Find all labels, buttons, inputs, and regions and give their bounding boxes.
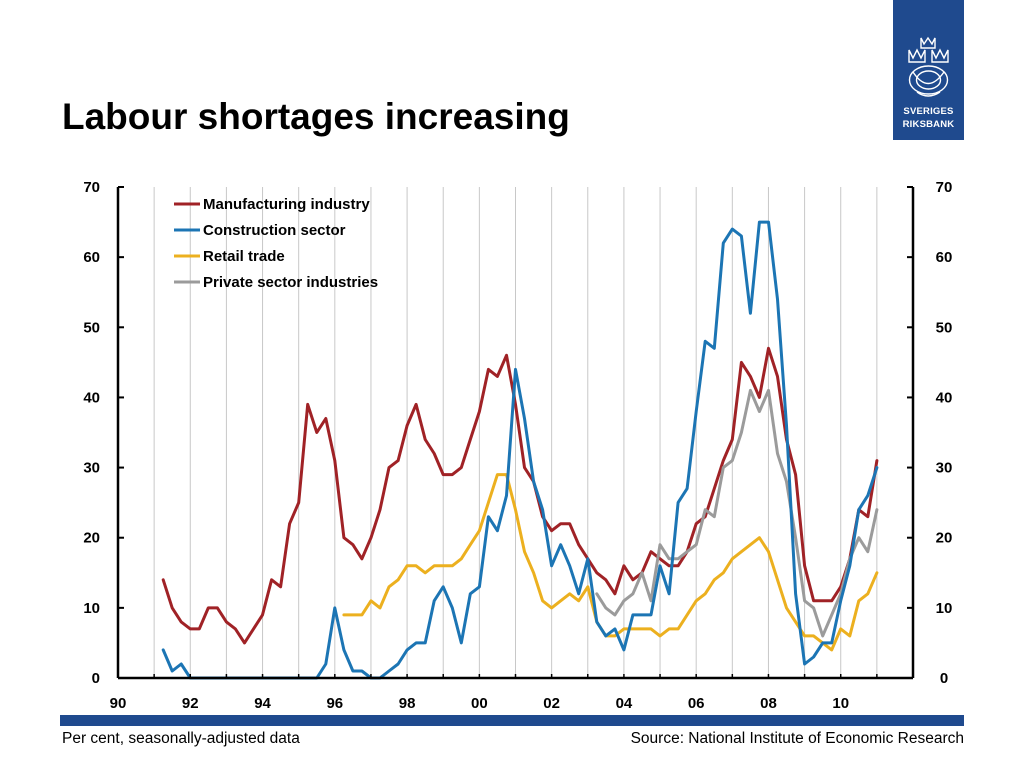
x-tick-label: 04 (616, 695, 633, 710)
x-tick-label: 08 (760, 695, 777, 710)
chart-legend: Manufacturing industry Construction secto… (174, 196, 378, 291)
logo-line-1: SVERIGES (903, 106, 954, 117)
series-line (595, 388, 879, 638)
footnote-units: Per cent, seasonally-adjusted data (62, 730, 300, 747)
logo-line-2: RIKSBANK (902, 119, 955, 130)
slide-title: Labour shortages increasing (62, 96, 570, 137)
y-tick-label-right: 50 (936, 319, 953, 336)
y-tick-label-left: 70 (83, 179, 100, 196)
y-tick-label-left: 40 (83, 389, 100, 406)
y-tick-label-left: 30 (83, 460, 100, 477)
y-tick-label-right: 20 (936, 530, 953, 547)
legend-label: Retail trade (203, 248, 285, 265)
series-line (161, 346, 879, 645)
y-tick-label-left: 50 (83, 319, 100, 336)
footnote-source: Source: National Institute of Economic R… (630, 730, 964, 747)
y-tick-label-right: 40 (936, 389, 953, 406)
y-tick-label-left: 10 (83, 600, 100, 617)
y-tick-label-right: 0 (940, 670, 948, 687)
crown-emblem-icon (908, 36, 949, 97)
x-tick-label: 94 (254, 695, 271, 710)
x-tick-label: 90 (110, 695, 127, 710)
legend-label: Manufacturing industry (203, 196, 370, 213)
x-tick-label: 96 (326, 695, 343, 710)
y-tick-label-left: 60 (83, 249, 100, 266)
x-tick-label: 10 (832, 695, 849, 710)
x-tick-label: 00 (471, 695, 488, 710)
y-tick-label-left: 0 (92, 670, 100, 687)
y-tick-label-left: 20 (83, 530, 100, 547)
x-tick-label: 02 (543, 695, 560, 710)
chart-axes (116, 186, 915, 680)
x-tick-label: 92 (182, 695, 199, 710)
x-tick-label: 06 (688, 695, 705, 710)
y-tick-label-right: 70 (936, 179, 953, 196)
series-line (342, 473, 879, 652)
y-tick-label-right: 60 (936, 249, 953, 266)
chart-grid (153, 187, 878, 678)
y-tick-label-right: 30 (936, 460, 953, 477)
legend-label: Construction sector (203, 222, 346, 239)
chart-series (161, 220, 879, 680)
series-line (161, 220, 879, 680)
footer-bar (60, 715, 964, 726)
y-tick-label-right: 10 (936, 600, 953, 617)
x-tick-label: 98 (399, 695, 416, 710)
riksbank-logo: SVERIGES RIKSBANK (893, 0, 964, 140)
legend-label: Private sector industries (203, 274, 378, 291)
